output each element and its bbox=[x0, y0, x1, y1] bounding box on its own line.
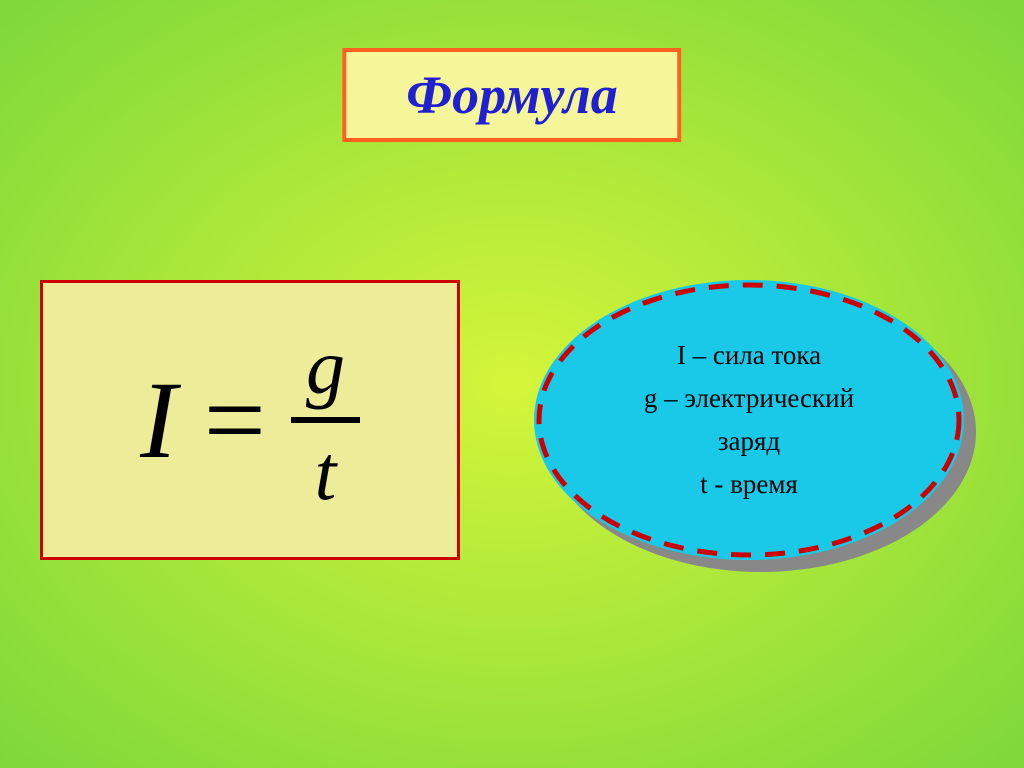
formula-variable-left: I bbox=[140, 357, 177, 484]
legend-line-1: I – сила тока bbox=[644, 334, 854, 377]
legend-line-4: t - время bbox=[644, 463, 854, 506]
slide-background: Формула I = g t I – сила тока g – электр… bbox=[0, 0, 1024, 768]
formula-box: I = g t bbox=[40, 280, 460, 560]
title-text: Формула bbox=[406, 65, 617, 125]
legend-line-2: g – электрический bbox=[644, 377, 854, 420]
legend-line-3: заряд bbox=[644, 420, 854, 463]
formula-fraction: g t bbox=[291, 322, 360, 518]
formula-denominator: t bbox=[300, 423, 352, 518]
legend-ellipse: I – сила тока g – электрический заряд t … bbox=[534, 280, 964, 560]
formula-numerator: g bbox=[291, 322, 360, 417]
title-box: Формула bbox=[342, 48, 681, 142]
formula-equals: = bbox=[197, 357, 271, 484]
legend-text: I – сила тока g – электрический заряд t … bbox=[644, 334, 854, 507]
formula-container: I = g t bbox=[140, 322, 360, 518]
legend-ellipse-container: I – сила тока g – электрический заряд t … bbox=[534, 280, 964, 560]
